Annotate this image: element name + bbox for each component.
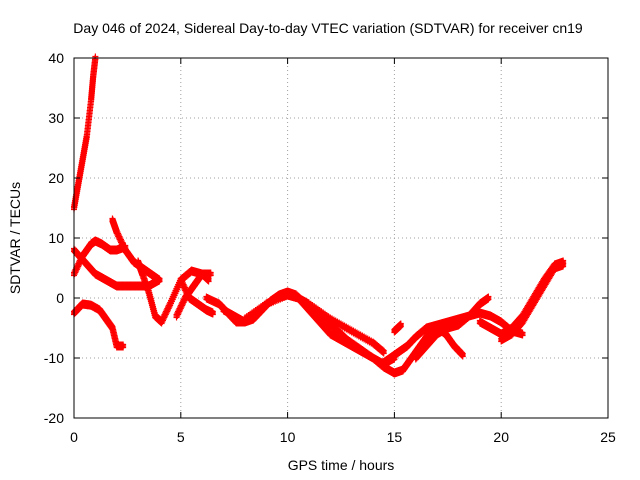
grid-lines <box>74 58 608 418</box>
series-arc-1 <box>71 53 99 213</box>
series-arc-11 <box>241 290 387 357</box>
data-point <box>397 323 404 330</box>
data-point <box>459 353 466 360</box>
data-points <box>71 53 567 378</box>
series-arc-14 <box>391 320 404 336</box>
data-point <box>156 278 163 285</box>
data-point <box>120 344 127 351</box>
series-arc-15 <box>412 293 492 363</box>
series-arc-17 <box>498 260 567 345</box>
data-point <box>207 272 214 279</box>
data-point <box>205 278 212 285</box>
series-arc-4 <box>71 299 127 351</box>
data-point <box>209 311 216 318</box>
series-arc-8 <box>177 275 216 318</box>
data-point <box>380 350 387 357</box>
data-point <box>519 332 526 339</box>
data-point <box>485 296 492 303</box>
chart-title: Day 046 of 2024, Sidereal Day-to-day VTE… <box>73 20 583 36</box>
series-arc-7 <box>173 269 214 321</box>
series-arc-2 <box>71 245 163 291</box>
